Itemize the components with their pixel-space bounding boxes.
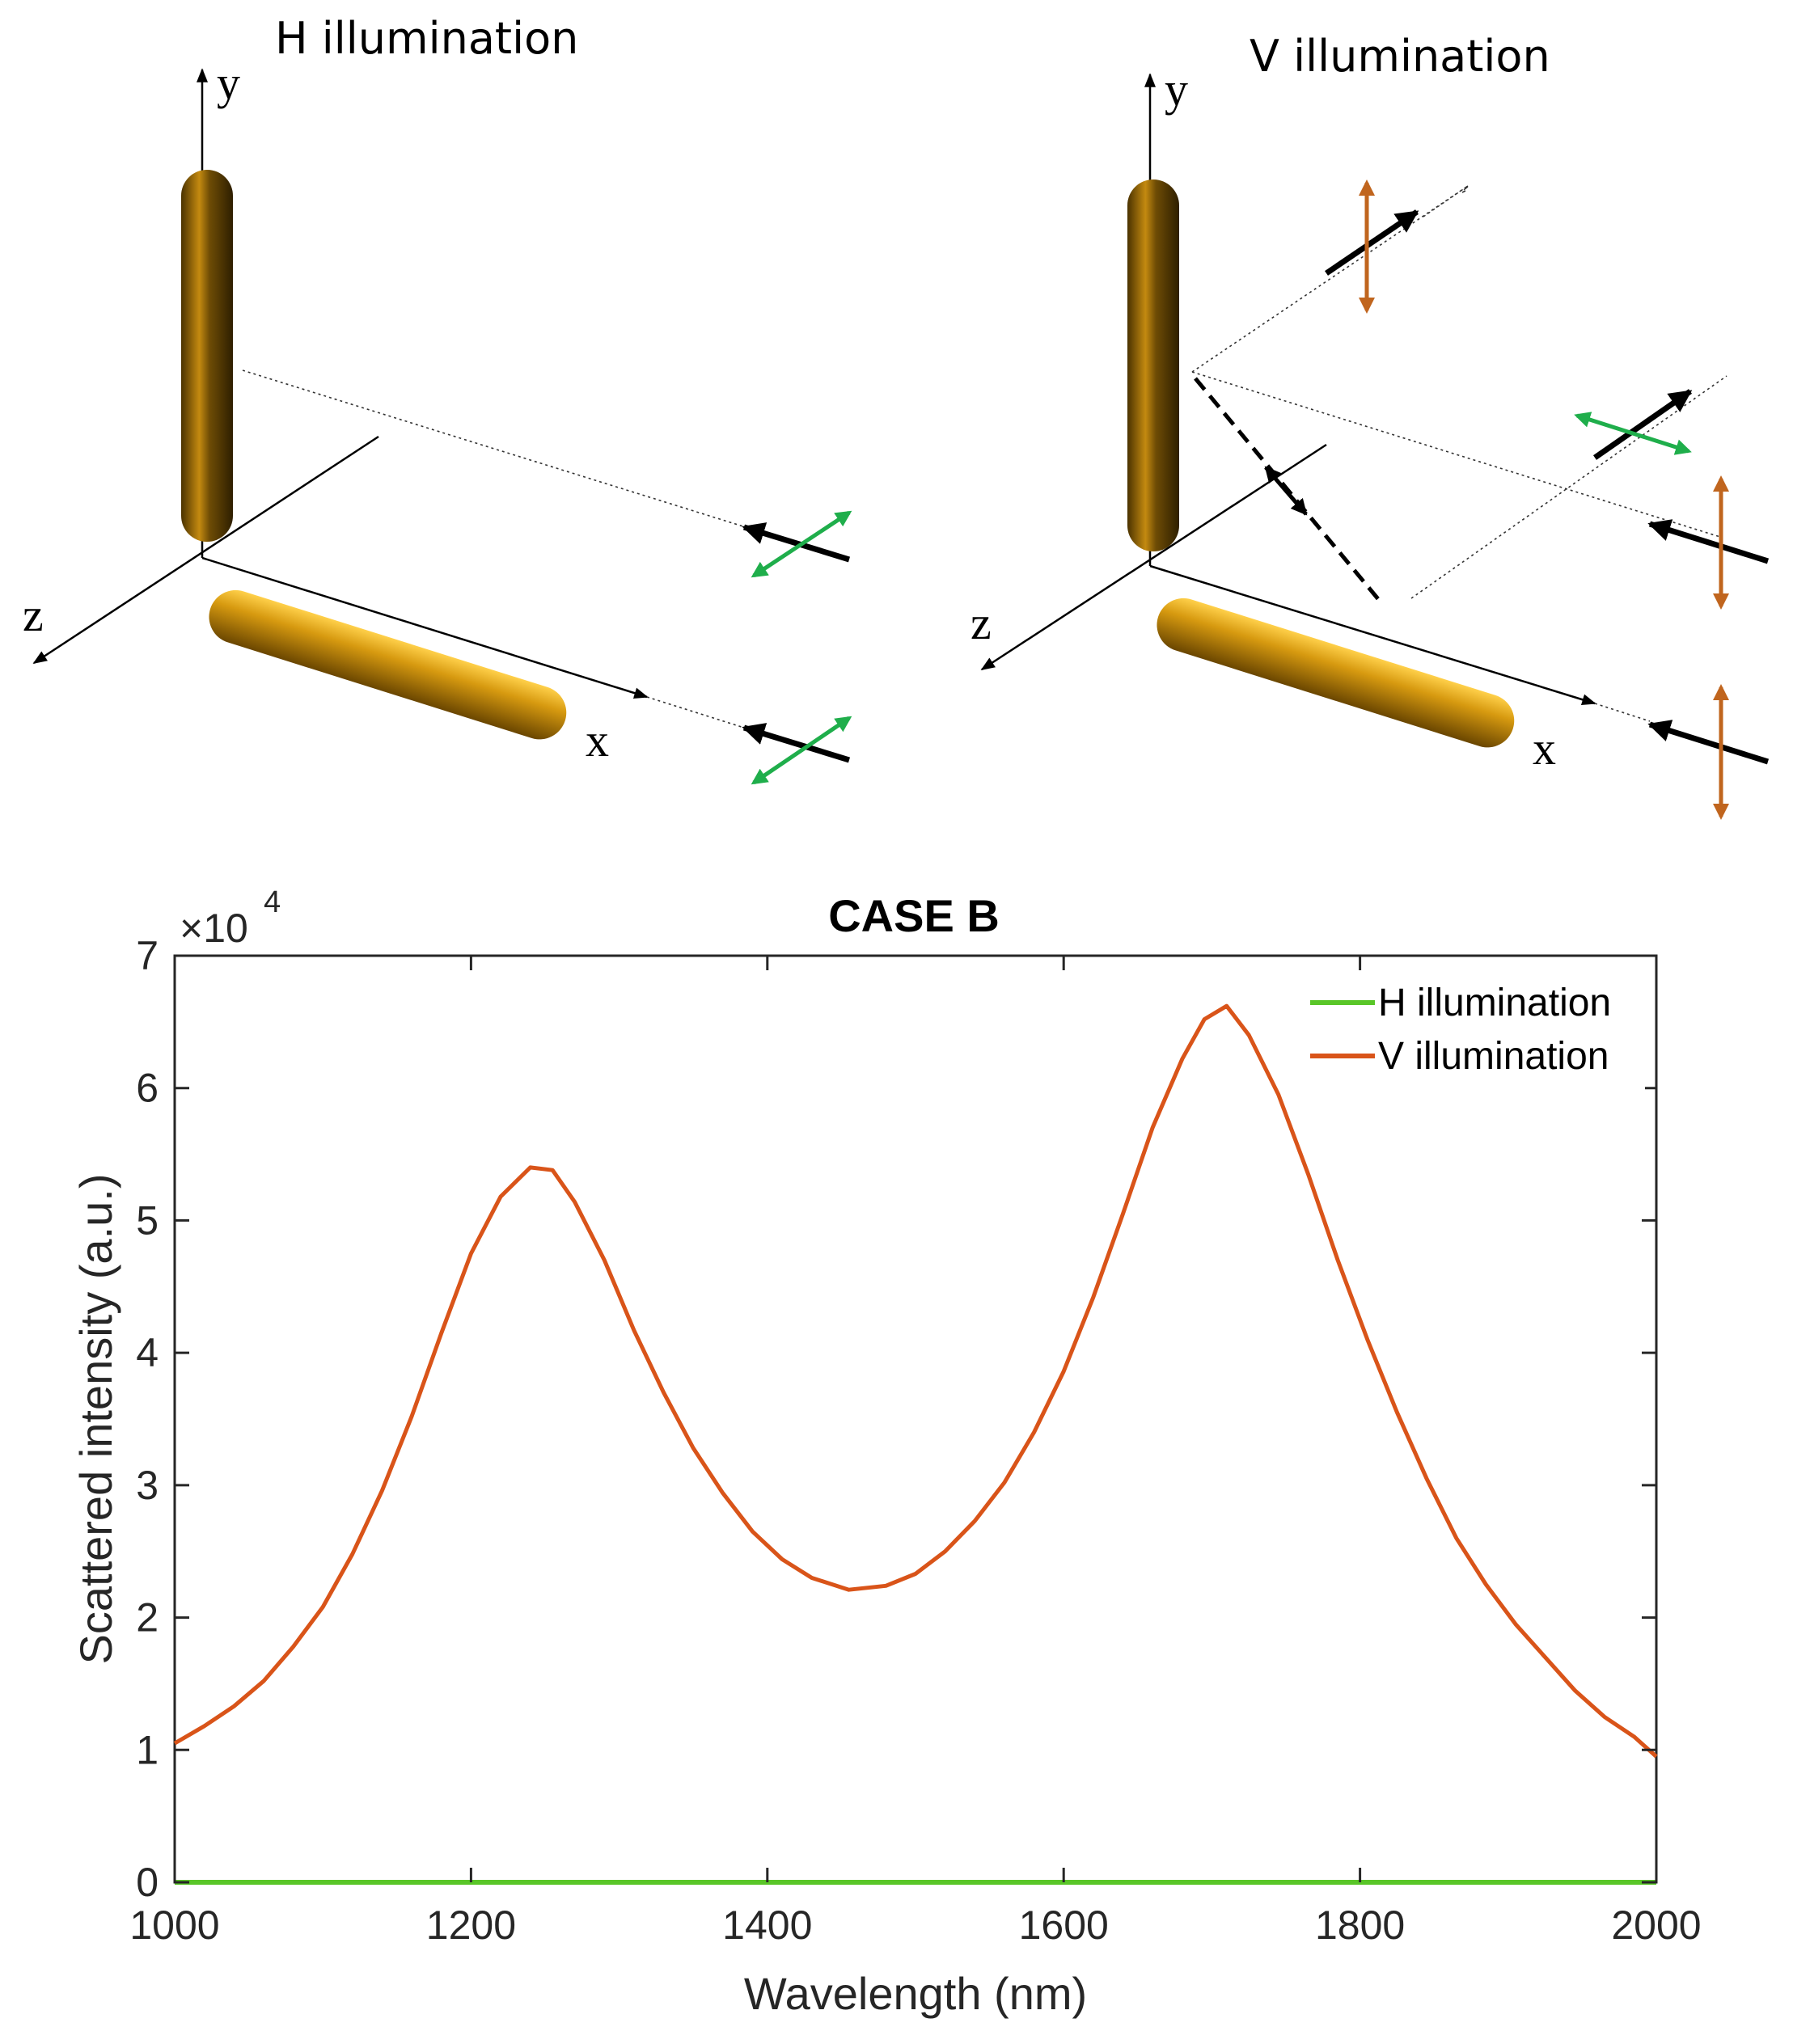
guide-line-scatter-top (1191, 187, 1466, 373)
legend-label-v: V illumination (1378, 1035, 1609, 1078)
h-diagram-title: H illumination (275, 13, 578, 64)
y-axis-title: Scattered intensity (a.u.) (70, 1174, 121, 1665)
chart-title: CASE B (828, 890, 1000, 941)
x-tick-label: 1800 (1315, 1903, 1405, 1948)
x-tick-label: 1000 (129, 1903, 219, 1948)
y-tick-label: 7 (136, 933, 159, 978)
guide-top-extend (1423, 185, 1469, 217)
x-tick-label: 1200 (426, 1903, 516, 1948)
h-illumination-diagram: H illumination y z x (23, 13, 852, 785)
x-axis-line (201, 556, 649, 699)
polarization-arrow-green-bottom (751, 716, 852, 785)
x-axis-label-right: x (1533, 722, 1556, 775)
vertical-rod-right (1127, 179, 1179, 551)
x-axis-label: x (586, 714, 609, 766)
guide-line-bottom-right (1594, 703, 1651, 722)
y-axis-label-right: y (1165, 63, 1188, 116)
x-tick-label: 1400 (722, 1903, 812, 1948)
guide-line-bottom (646, 696, 745, 728)
y-tick-label: 1 (136, 1727, 159, 1772)
y-tick-label: 5 (136, 1197, 159, 1243)
polarization-arrow-green-top (751, 510, 852, 578)
v-diagram-title: V illumination (1250, 31, 1550, 82)
legend-label-h: H illumination (1378, 982, 1611, 1024)
scattered-arrow-top (1325, 209, 1419, 276)
polarization-arrow-green-scatter (1574, 412, 1692, 455)
series-line-v (173, 1003, 1658, 1759)
legend: H illumination V illumination (1292, 970, 1645, 1092)
coupling-double-arrow (1264, 466, 1308, 516)
y-tick-label: 4 (136, 1330, 159, 1375)
y-multiplier: ×10 4 (180, 885, 281, 951)
y-axis-label: y (217, 57, 240, 109)
chart: CASE B ×10 4 1000 1200 1400 1600 1800 2000 01… (70, 885, 1702, 2019)
x-tick-label: 2000 (1611, 1903, 1701, 1948)
x-axis-title: Wavelength (nm) (744, 1968, 1087, 2019)
vertical-rod (181, 170, 233, 542)
v-illumination-diagram: V illumination y z x (971, 31, 1770, 820)
y-ticks: 0 1 2 3 4 5 6 7 (136, 933, 1656, 1905)
y-tick-label: 3 (136, 1463, 159, 1508)
guide-end (1463, 186, 1469, 191)
incident-arrow-top (742, 522, 851, 563)
horizontal-rod-right (1157, 598, 1515, 748)
z-axis-label-right: z (971, 597, 992, 649)
y-tick-label: 0 (136, 1860, 159, 1905)
y-multiplier-exponent: 4 (264, 885, 281, 919)
guide-line-top (242, 370, 746, 528)
horizontal-rod (209, 589, 567, 740)
x-ticks: 1000 1200 1400 1600 1800 2000 (129, 956, 1702, 1948)
z-axis-label: z (23, 589, 44, 641)
y-tick-label: 6 (136, 1066, 159, 1111)
guide-line-top-right (1191, 371, 1723, 538)
incident-arrow-top-right (1647, 519, 1770, 564)
legend-box (1292, 970, 1645, 1092)
series-layer (173, 1003, 1658, 1885)
plot-frame (173, 954, 1658, 1884)
x-axis-line-right (1149, 564, 1596, 706)
incident-arrow-bottom-right (1647, 720, 1770, 765)
x-tick-label: 1600 (1019, 1903, 1109, 1948)
y-multiplier-base: ×10 (180, 906, 248, 951)
guide-line-scatter-mid (1410, 375, 1727, 599)
guide-stub (1461, 190, 1466, 193)
z-axis-line (32, 435, 379, 665)
y-tick-label: 2 (136, 1595, 159, 1641)
